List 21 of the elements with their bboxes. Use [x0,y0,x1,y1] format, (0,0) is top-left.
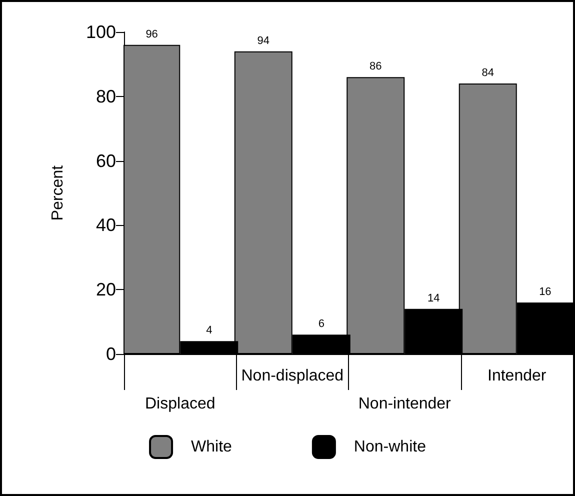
x-tick-label: Non-intender [358,396,452,412]
data-label: 96 [146,28,158,40]
legend-label: Non-white [354,438,426,456]
x-tick-label: Intender [488,368,547,384]
data-label: 4 [206,324,212,337]
data-label: 94 [257,34,270,47]
data-label: 14 [428,292,440,304]
x-tick-label: Non-displaced [241,368,344,384]
y-axis-title: Percent [50,164,66,221]
data-label: 16 [539,286,552,298]
data-label: 86 [370,60,382,73]
data-label: 6 [318,318,324,330]
y-tick-label: 20 [96,280,116,300]
x-tick-label: Displaced [144,396,216,412]
y-tick-label: 0 [106,344,116,364]
y-tick-label: 40 [96,215,116,236]
y-tick-label: 100 [86,22,116,42]
y-tick-label: 60 [96,150,116,171]
data-label: 84 [482,67,494,80]
y-tick-label: 80 [96,86,116,106]
legend-label: White [191,438,232,456]
